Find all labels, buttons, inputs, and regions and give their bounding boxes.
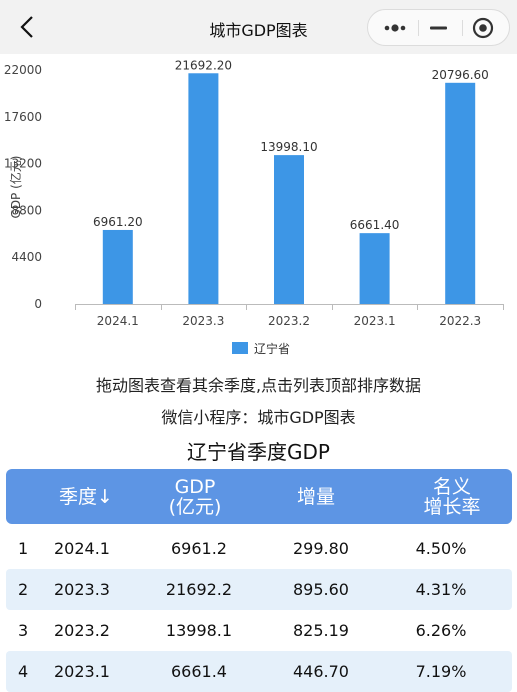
legend-label: 辽宁省 <box>254 341 290 356</box>
header-gdp-label: GDP <box>174 475 216 498</box>
row-gdp: 13998.1 <box>165 621 233 640</box>
data-label: 6661.40 <box>350 218 400 232</box>
x-tick-label: 2023.2 <box>268 314 310 328</box>
row-quarter: 2023.2 <box>54 621 110 640</box>
row-rate: 4.31% <box>415 580 467 599</box>
x-tick-label: 2022.3 <box>439 314 481 328</box>
row-index: 2 <box>18 580 29 599</box>
header-quarter-label: 季度↓ <box>59 485 113 508</box>
y-axis-label: GDP (亿元) <box>8 156 23 219</box>
x-tick-label: 2024.1 <box>97 314 139 328</box>
capsule-divider <box>418 20 419 36</box>
chart-canvas: 22000 17600 13200 8800 4400 0 GDP (亿元) 6961.20 2… <box>4 58 504 356</box>
header-rate-label-1: 名义 <box>432 475 471 498</box>
header-gdp-unit: (亿元) <box>168 495 222 518</box>
table-row[interactable]: 4 2023.1 6661.4 446.70 7.19% <box>6 651 512 692</box>
header-rate-sort[interactable]: 名义 增长率 <box>398 469 506 524</box>
bar <box>445 82 476 304</box>
row-quarter: 2023.1 <box>54 662 110 681</box>
row-gdp: 6661.4 <box>171 662 227 681</box>
y-tick-label: 4400 <box>11 250 42 264</box>
row-index: 4 <box>18 662 29 681</box>
header-increase-label: 增量 <box>296 485 335 508</box>
title-bar: 城市GDP图表 <box>0 0 517 54</box>
drag-hint-text: 拖动图表查看其余季度,点击列表顶部排序数据 <box>95 376 422 395</box>
miniprogram-hint-text: 微信小程序：城市GDP图表 <box>161 408 356 427</box>
gdp-table: 季度↓ GDP (亿元) 增量 名义 增长率 1 2024.1 6961.2 2… <box>6 469 512 692</box>
minimize-icon[interactable] <box>415 10 462 45</box>
miniprogram-capsule <box>367 9 510 46</box>
row-quarter: 2023.3 <box>54 580 110 599</box>
y-tick-label: 17600 <box>4 110 42 124</box>
data-label: 13998.10 <box>260 140 317 154</box>
bar <box>188 73 219 305</box>
row-rate: 7.19% <box>415 662 467 681</box>
row-gdp: 21692.2 <box>165 580 233 599</box>
row-rate: 6.26% <box>415 621 467 640</box>
y-tick-label: 13200 <box>4 157 42 171</box>
y-tick-label: 22000 <box>4 63 42 77</box>
x-tick-label: 2023.1 <box>354 314 396 328</box>
y-tick-label: 0 <box>34 297 42 311</box>
table-row[interactable]: 1 2024.1 6961.2 299.80 4.50% <box>6 528 512 569</box>
data-label: 6961.20 <box>93 215 143 229</box>
legend-swatch <box>232 342 248 354</box>
row-increase: 446.70 <box>293 662 349 681</box>
bar <box>274 155 304 304</box>
capsule-divider <box>462 20 463 36</box>
y-tick-label: 8800 <box>11 203 42 217</box>
data-label: 20796.60 <box>432 68 489 82</box>
header-gdp-sort[interactable]: GDP (亿元) <box>146 469 244 524</box>
row-quarter: 2024.1 <box>54 539 110 558</box>
gdp-bar-chart[interactable]: 22000 17600 13200 8800 4400 0 GDP (亿元) 6961.20 2… <box>0 54 517 364</box>
table-title: 辽宁省季度GDP <box>187 440 330 464</box>
row-increase: 895.60 <box>293 580 349 599</box>
data-label: 21692.20 <box>175 58 232 72</box>
row-gdp: 6961.2 <box>171 539 227 558</box>
table-row[interactable]: 3 2023.2 13998.1 825.19 6.26% <box>6 610 512 651</box>
more-icon[interactable] <box>372 10 419 45</box>
table-row[interactable]: 2 2023.3 21692.2 895.60 4.31% <box>6 569 512 610</box>
bar <box>359 233 390 304</box>
row-index: 1 <box>18 539 29 558</box>
header-rate-label-2: 增长率 <box>423 495 481 518</box>
close-target-icon[interactable] <box>462 10 509 45</box>
page-title: 城市GDP图表 <box>209 21 308 40</box>
row-increase: 825.19 <box>293 621 349 640</box>
header-quarter-sort[interactable]: 季度↓ <box>50 469 122 524</box>
header-increase-sort[interactable]: 增量 <box>276 469 356 524</box>
bar <box>102 229 133 304</box>
back-arrow-icon[interactable] <box>12 11 44 43</box>
x-tick-label: 2023.3 <box>182 314 224 328</box>
table-header: 季度↓ GDP (亿元) 增量 名义 增长率 <box>6 469 512 524</box>
row-rate: 4.50% <box>415 539 467 558</box>
row-index: 3 <box>18 621 29 640</box>
row-increase: 299.80 <box>293 539 349 558</box>
